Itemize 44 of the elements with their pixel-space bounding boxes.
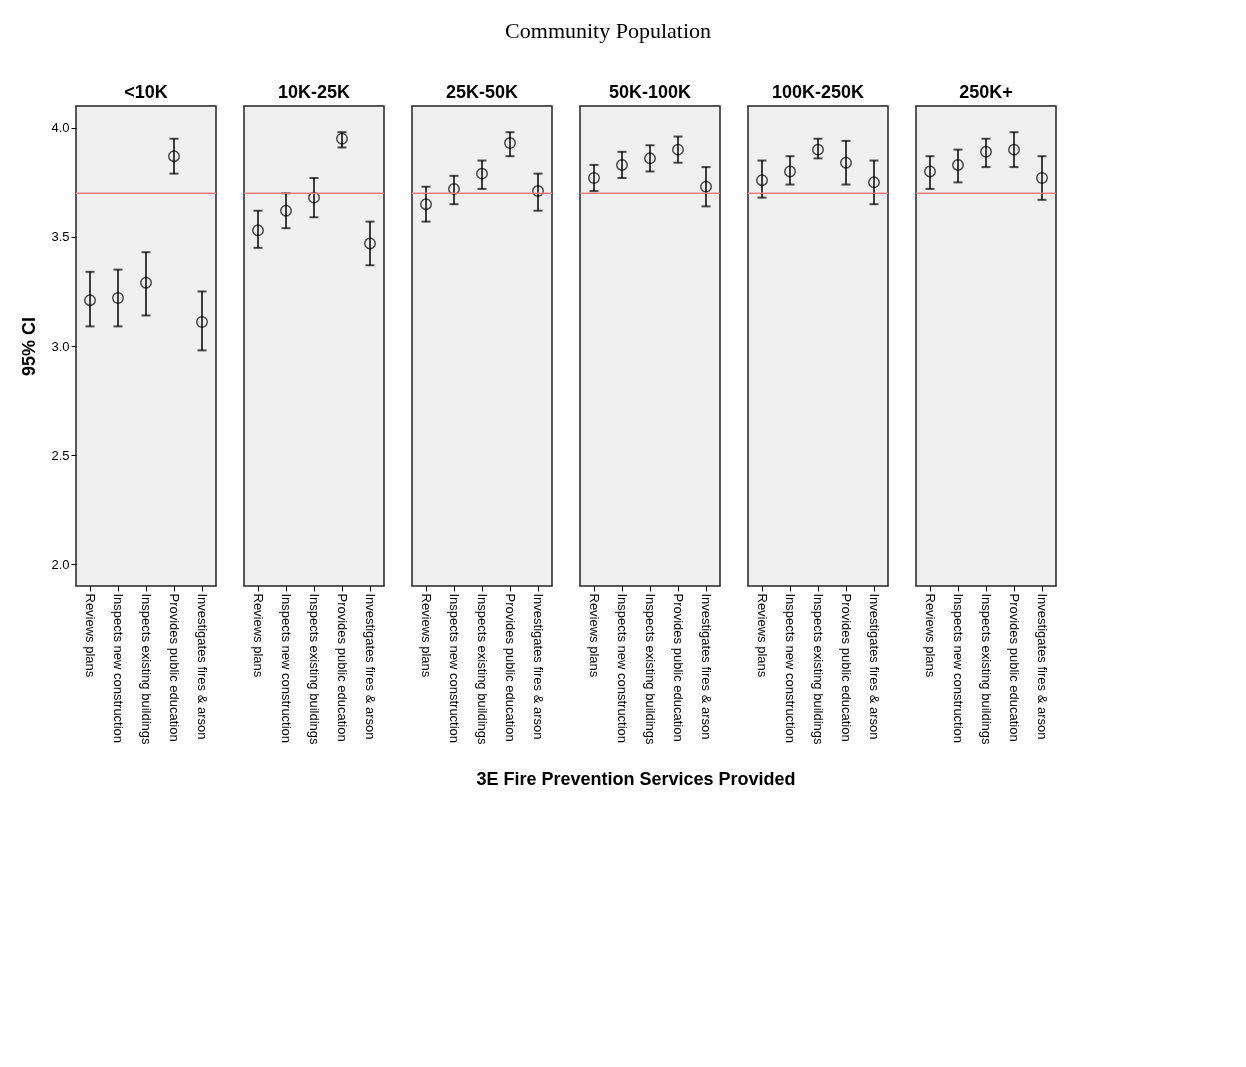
x-tick-label: Reviews plans <box>419 593 434 678</box>
x-tick-label: Inspects new construction <box>447 593 462 744</box>
x-tick-label: Inspects new construction <box>951 593 966 744</box>
x-tick-label: Investigates fires & arson <box>699 593 714 740</box>
x-tick-label: Provides public education <box>671 593 686 742</box>
x-tick-label: Investigates fires & arson <box>363 593 378 740</box>
chart-title: 250K+ <box>959 82 1013 102</box>
x-tick-label: Investigates fires & arson <box>531 593 546 740</box>
y-tick-label: 4.0 <box>51 120 70 136</box>
x-tick-label: Investigates fires & arson <box>1035 593 1050 740</box>
y-tick-label: 3.0 <box>51 338 70 354</box>
x-tick-label: Reviews plans <box>755 593 770 678</box>
x-tick-label: Provides public education <box>839 593 854 742</box>
x-tick-label: Reviews plans <box>83 593 98 678</box>
chart-title: 50K-100K <box>608 82 692 102</box>
x-tick-label: Reviews plans <box>923 593 938 678</box>
text: Community Population <box>505 18 712 44</box>
chart-title: 100K-250K <box>771 82 865 102</box>
x-axis-title: 3E Fire Prevention Services Provided <box>476 769 796 789</box>
x-tick-label: Inspects existing buildings <box>139 593 154 746</box>
x-tick-label: Inspects existing buildings <box>811 593 826 746</box>
x-tick-label: Provides public education <box>503 593 518 742</box>
x-tick-label: Inspects new construction <box>279 593 294 744</box>
x-tick-label: Reviews plans <box>251 593 266 678</box>
x-tick-label: Inspects existing buildings <box>643 593 658 746</box>
chart-title: 10K-25K <box>277 82 351 102</box>
x-tick-label: Inspects existing buildings <box>475 593 490 746</box>
chart-title: <10K <box>124 82 168 102</box>
x-tick-label: Provides public education <box>1007 593 1022 742</box>
y-tick-label: 2.0 <box>51 556 70 572</box>
x-tick-label: Provides public education <box>167 593 182 742</box>
x-tick-label: Reviews plans <box>587 593 602 678</box>
x-tick-label: Inspects new construction <box>615 593 630 744</box>
x-tick-label: Inspects new construction <box>783 593 798 744</box>
x-tick-label: Investigates fires & arson <box>867 593 882 740</box>
x-tick-label: Inspects existing buildings <box>307 593 322 746</box>
y-tick-label: 3.5 <box>51 229 70 245</box>
x-tick-label: Inspects new construction <box>111 593 126 744</box>
chart-title: 25K-50K <box>445 82 519 102</box>
y-tick-label: 2.5 <box>51 447 70 463</box>
y-axis-title: 95% CI <box>19 316 40 377</box>
x-tick-label: Investigates fires & arson <box>195 593 210 740</box>
x-tick-label: Inspects existing buildings <box>979 593 994 746</box>
x-tick-label: Provides public education <box>335 593 350 742</box>
